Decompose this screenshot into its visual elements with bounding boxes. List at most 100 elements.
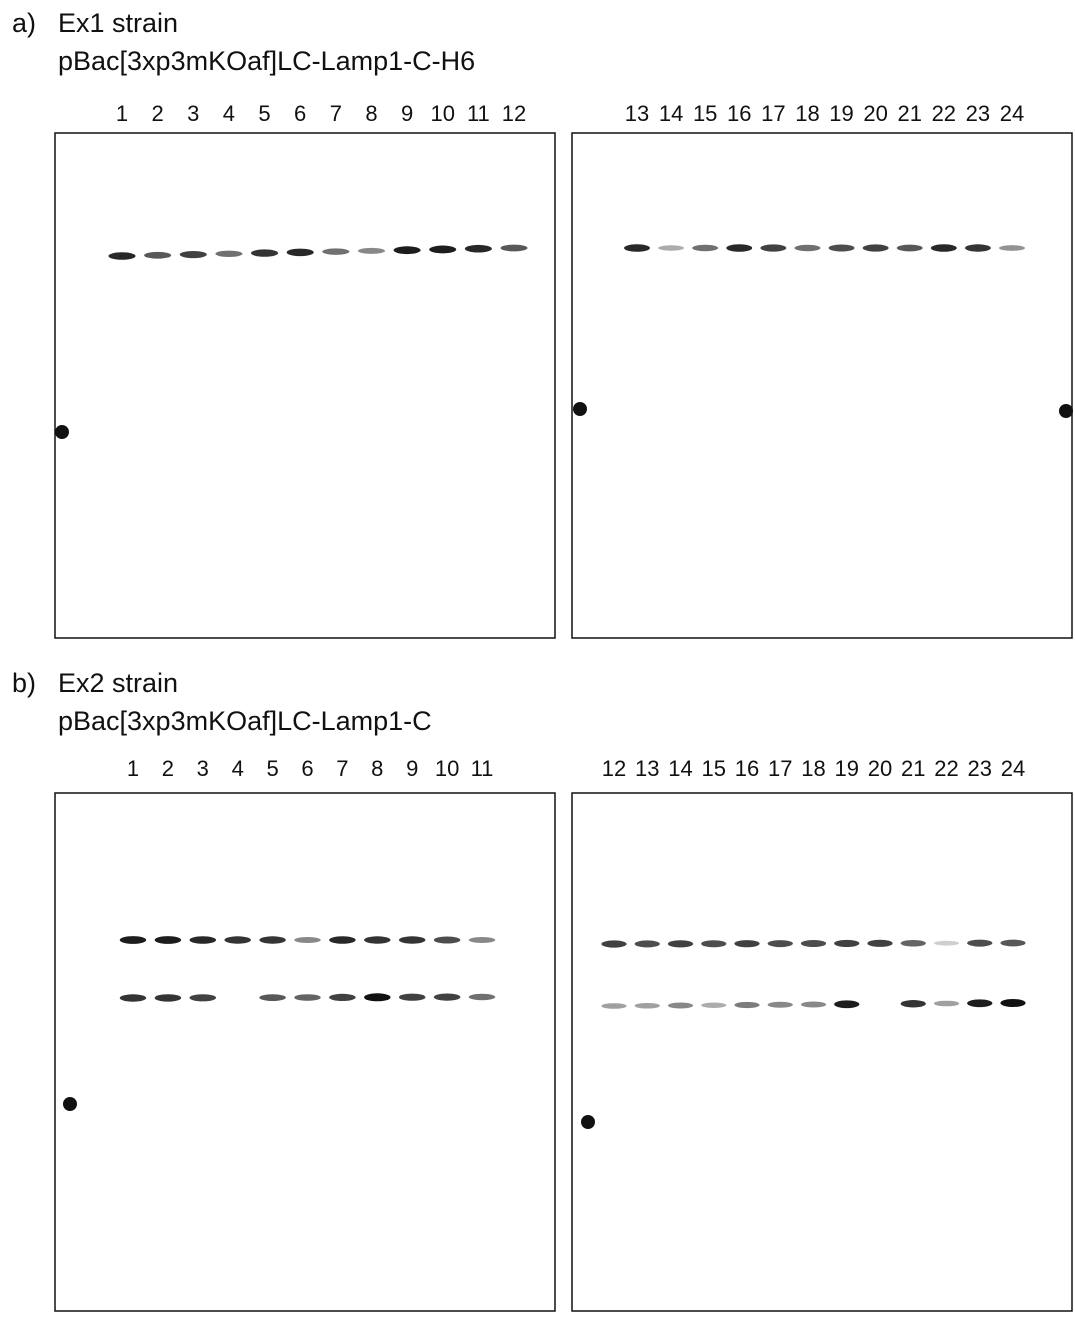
band: [867, 939, 893, 947]
marker-spot: [55, 425, 69, 439]
lane-number: 8: [371, 756, 383, 781]
band: [967, 999, 993, 1008]
band: [862, 244, 889, 252]
band: [933, 940, 960, 946]
band: [634, 940, 660, 948]
construct-name: pBac[3xp3mKOaf]LC-Lamp1-C: [58, 706, 432, 736]
strain-name: Ex2 strain: [58, 668, 178, 698]
lane-number: 20: [868, 756, 892, 781]
band: [286, 248, 314, 257]
lane-number: 13: [635, 756, 659, 781]
band: [667, 1002, 694, 1009]
band: [794, 244, 821, 252]
lane-number: 19: [835, 756, 859, 781]
band: [179, 250, 207, 259]
lane-number: 3: [197, 756, 209, 781]
band: [634, 1002, 660, 1009]
band: [468, 937, 496, 943]
band: [154, 936, 182, 944]
band: [800, 940, 827, 947]
band: [800, 1001, 827, 1008]
panel-label: a): [12, 8, 36, 38]
band: [119, 936, 147, 944]
band: [393, 246, 421, 255]
band: [834, 939, 860, 948]
band: [108, 252, 136, 260]
blot-frame: [571, 132, 1073, 639]
band: [1000, 999, 1026, 1007]
band: [364, 936, 391, 944]
band: [930, 244, 957, 252]
band: [767, 1001, 793, 1008]
band: [667, 940, 694, 948]
construct-name: pBac[3xp3mKOaf]LC-Lamp1-C-H6: [58, 46, 475, 76]
band: [215, 250, 243, 258]
lane-number: 16: [727, 101, 751, 126]
band: [828, 244, 855, 252]
lane-number: 23: [968, 756, 992, 781]
band: [900, 939, 926, 947]
band: [734, 940, 760, 948]
band: [398, 936, 426, 944]
lane-number: 5: [266, 756, 278, 781]
marker-spot: [63, 1097, 77, 1111]
band: [601, 940, 627, 948]
band: [624, 244, 650, 252]
blot-frame: [54, 792, 556, 1312]
band: [189, 936, 217, 944]
lane-number: 8: [365, 101, 377, 126]
lane-number: 11: [471, 756, 494, 781]
lane-number: 11: [467, 101, 490, 126]
band: [1000, 939, 1026, 947]
lane-number: 22: [934, 756, 958, 781]
band: [433, 993, 461, 1001]
lane-number: 18: [801, 756, 825, 781]
blot-frame: [54, 132, 556, 639]
lane-number: 23: [966, 101, 990, 126]
band: [767, 940, 793, 948]
band: [329, 936, 356, 944]
band: [259, 936, 286, 944]
lane-number: 4: [232, 756, 244, 781]
lane-number: 14: [659, 101, 683, 126]
band: [294, 994, 321, 1001]
lane-number: 7: [330, 101, 342, 126]
band: [734, 1001, 760, 1009]
lane-number: 13: [625, 101, 649, 126]
lane-number: 22: [932, 101, 956, 126]
lane-number: 20: [863, 101, 887, 126]
lane-number: 7: [336, 756, 348, 781]
lane-number: 12: [602, 756, 626, 781]
band: [964, 244, 991, 252]
lane-number: 14: [668, 756, 692, 781]
lane-number: 6: [301, 756, 313, 781]
band: [144, 251, 172, 259]
band: [692, 244, 719, 252]
band: [433, 936, 461, 944]
band: [834, 1000, 860, 1009]
band: [119, 994, 147, 1002]
band: [464, 244, 492, 253]
band: [224, 936, 251, 944]
lane-number: 10: [430, 101, 454, 126]
lane-number: 17: [768, 756, 792, 781]
band: [429, 245, 457, 254]
lane-number: 16: [735, 756, 759, 781]
lane-number: 2: [162, 756, 174, 781]
band: [896, 244, 923, 252]
band: [329, 993, 356, 1002]
band: [154, 994, 182, 1002]
band: [357, 247, 385, 254]
band: [726, 244, 753, 252]
lane-number: 9: [406, 756, 418, 781]
band: [933, 1000, 960, 1007]
lane-number: 1: [127, 756, 139, 781]
lane-number: 21: [901, 756, 925, 781]
band: [259, 994, 286, 1001]
band: [251, 249, 279, 257]
band: [468, 993, 496, 1001]
band: [322, 248, 350, 255]
marker-spot: [573, 402, 587, 416]
lane-number: 5: [258, 101, 270, 126]
